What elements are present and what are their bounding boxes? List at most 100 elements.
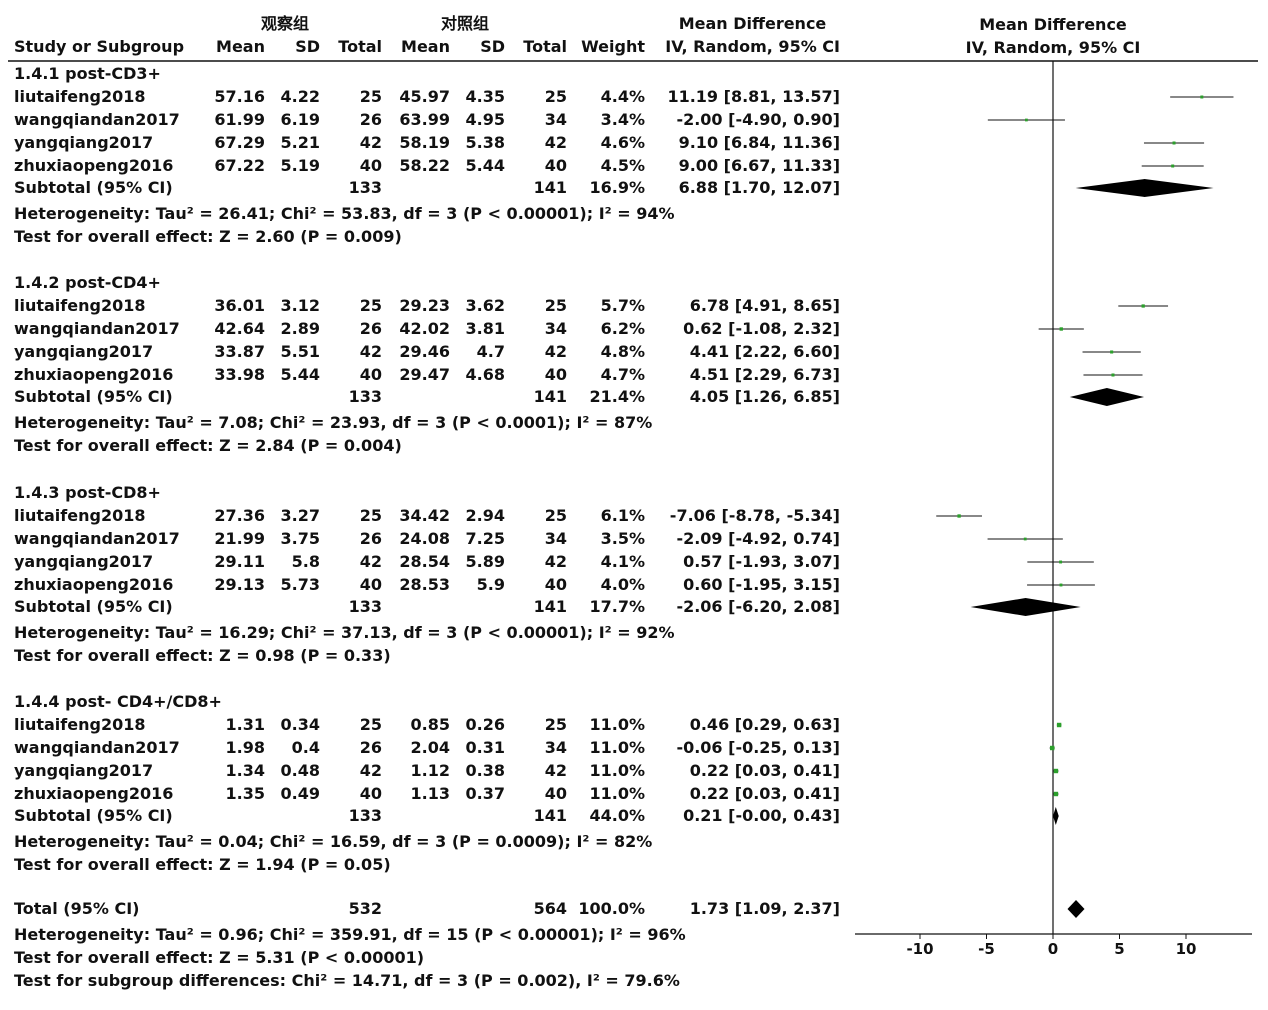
- study-n-ctrl: 25: [544, 296, 567, 315]
- study-mean-ctrl: 1.13: [410, 784, 450, 803]
- study-mean-ctrl: 63.99: [399, 110, 450, 129]
- study-point: [1053, 791, 1059, 797]
- study-mean-ctrl: 58.22: [399, 156, 450, 175]
- study-name: yangqiang2017: [14, 342, 154, 361]
- subtotal-label: Subtotal (95% CI): [14, 387, 173, 406]
- study-n-exp: 26: [359, 738, 382, 757]
- study-n-exp: 40: [359, 784, 382, 803]
- study-point: [1200, 95, 1204, 99]
- subgroup-differences-text: Test for subgroup differences: Chi² = 14…: [14, 971, 680, 990]
- study-point: [1172, 141, 1176, 145]
- col-md-ci: IV, Random, 95% CI: [665, 37, 840, 56]
- heterogeneity-text: Heterogeneity: Tau² = 16.29; Chi² = 37.1…: [14, 623, 675, 642]
- study-mean-exp: 67.29: [214, 133, 265, 152]
- study-sd-ctrl: 7.25: [465, 529, 505, 548]
- study-n-exp: 25: [359, 506, 382, 525]
- study-sd-ctrl: 4.35: [465, 87, 505, 106]
- total-heterogeneity-text: Heterogeneity: Tau² = 0.96; Chi² = 359.9…: [14, 925, 686, 944]
- study-mean-exp: 1.98: [225, 738, 265, 757]
- study-point: [1111, 373, 1115, 377]
- study-sd-ctrl: 0.38: [465, 761, 505, 780]
- x-tick-label: 10: [1176, 940, 1197, 958]
- subtotal-n-ctrl: 141: [533, 806, 567, 825]
- plot-title: Mean Difference: [979, 15, 1127, 34]
- header-exp-group: 观察组: [260, 14, 309, 33]
- study-weight: 4.4%: [600, 87, 645, 106]
- study-weight: 5.7%: [600, 296, 645, 315]
- study-sd-exp: 5.21: [280, 133, 320, 152]
- subtotal-n-ctrl: 141: [533, 178, 567, 197]
- study-n-ctrl: 42: [544, 342, 567, 361]
- study-mean-exp: 33.98: [214, 365, 265, 384]
- subtotal-n-exp: 133: [348, 597, 382, 616]
- study-weight: 11.0%: [589, 761, 645, 780]
- total-diamond: [1067, 900, 1085, 918]
- study-n-ctrl: 40: [544, 575, 567, 594]
- study-md-ci: 0.22 [0.03, 0.41]: [689, 784, 840, 803]
- study-n-exp: 42: [359, 133, 382, 152]
- study-mean-exp: 36.01: [214, 296, 265, 315]
- study-sd-ctrl: 5.44: [465, 156, 505, 175]
- study-sd-exp: 3.75: [280, 529, 320, 548]
- study-mean-ctrl: 45.97: [399, 87, 450, 106]
- study-point: [1171, 164, 1175, 168]
- total-weight: 100.0%: [578, 899, 645, 918]
- study-weight: 4.8%: [600, 342, 645, 361]
- study-md-ci: 0.60 [-1.95, 3.15]: [683, 575, 840, 594]
- col-mean-ctrl: Mean: [401, 37, 450, 56]
- subtotal-weight: 16.9%: [589, 178, 645, 197]
- study-weight: 6.2%: [600, 319, 645, 338]
- study-weight: 3.4%: [600, 110, 645, 129]
- study-name: wangqiandan2017: [14, 319, 180, 338]
- col-total-ctrl: Total: [523, 37, 567, 56]
- col-weight: Weight: [581, 37, 645, 56]
- study-md-ci: 4.51 [2.29, 6.73]: [689, 365, 840, 384]
- study-name: zhuxiaopeng2016: [14, 156, 174, 175]
- study-weight: 4.5%: [600, 156, 645, 175]
- study-point: [957, 514, 961, 518]
- study-name: liutaifeng2018: [14, 87, 146, 106]
- col-total-exp: Total: [338, 37, 382, 56]
- total-label: Total (95% CI): [14, 899, 140, 918]
- study-n-ctrl: 34: [544, 110, 567, 129]
- study-sd-ctrl: 3.81: [465, 319, 505, 338]
- study-mean-exp: 27.36: [214, 506, 265, 525]
- study-n-ctrl: 34: [544, 529, 567, 548]
- study-name: yangqiang2017: [14, 133, 154, 152]
- study-n-exp: 25: [359, 87, 382, 106]
- study-sd-exp: 4.22: [280, 87, 320, 106]
- study-sd-ctrl: 5.89: [465, 552, 505, 571]
- header-md: Mean Difference: [678, 14, 827, 33]
- overall-effect-text: Test for overall effect: Z = 2.60 (P = 0…: [14, 227, 402, 246]
- study-weight: 6.1%: [600, 506, 645, 525]
- study-mean-ctrl: 2.04: [410, 738, 450, 757]
- subgroup-title: 1.4.3 post-CD8+: [14, 483, 161, 502]
- col-sd-exp: SD: [295, 37, 320, 56]
- study-mean-ctrl: 42.02: [399, 319, 450, 338]
- subgroup-title: 1.4.1 post-CD3+: [14, 64, 161, 83]
- subtotal-label: Subtotal (95% CI): [14, 597, 173, 616]
- study-mean-ctrl: 34.42: [399, 506, 450, 525]
- study-sd-exp: 6.19: [280, 110, 320, 129]
- x-tick-label: 0: [1048, 940, 1058, 958]
- subgroup-title: 1.4.2 post-CD4+: [14, 273, 161, 292]
- study-sd-exp: 3.27: [280, 506, 320, 525]
- x-tick-label: -5: [978, 940, 995, 958]
- study-md-ci: 0.57 [-1.93, 3.07]: [683, 552, 840, 571]
- study-sd-ctrl: 5.38: [465, 133, 505, 152]
- study-sd-ctrl: 4.7: [476, 342, 505, 361]
- study-mean-ctrl: 1.12: [410, 761, 450, 780]
- subtotal-md-ci: 6.88 [1.70, 12.07]: [678, 178, 840, 197]
- header-ctrl-group: 对照组: [440, 14, 489, 33]
- subtotal-weight: 21.4%: [589, 387, 645, 406]
- study-md-ci: 4.41 [2.22, 6.60]: [689, 342, 840, 361]
- study-name: wangqiandan2017: [14, 110, 180, 129]
- study-n-ctrl: 42: [544, 761, 567, 780]
- study-point: [1059, 327, 1063, 331]
- study-sd-exp: 5.51: [280, 342, 320, 361]
- study-name: liutaifeng2018: [14, 715, 146, 734]
- subtotal-md-ci: 0.21 [-0.00, 0.43]: [683, 806, 840, 825]
- study-point: [1025, 118, 1028, 122]
- study-n-exp: 40: [359, 575, 382, 594]
- x-tick-label: -10: [906, 940, 933, 958]
